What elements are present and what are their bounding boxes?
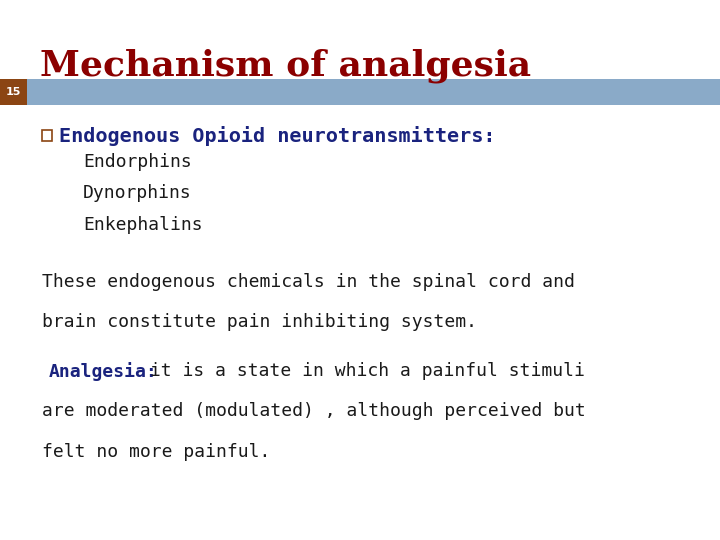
Text: Endorphins: Endorphins — [83, 153, 192, 171]
Text: felt no more painful.: felt no more painful. — [42, 443, 270, 461]
Text: it is a state in which a painful stimuli: it is a state in which a painful stimuli — [139, 362, 585, 380]
Text: Enkephalins: Enkephalins — [83, 215, 202, 234]
Text: These endogenous chemicals in the spinal cord and: These endogenous chemicals in the spinal… — [42, 273, 575, 291]
Text: Dynorphins: Dynorphins — [83, 184, 192, 202]
Text: Mechanism of analgesia: Mechanism of analgesia — [40, 49, 531, 83]
Text: Analgesia:: Analgesia: — [49, 362, 158, 381]
Text: 15: 15 — [6, 87, 22, 97]
Text: Endogenous Opioid neurotransmitters:: Endogenous Opioid neurotransmitters: — [59, 125, 495, 146]
Text: are moderated (modulated) , although perceived but: are moderated (modulated) , although per… — [42, 402, 585, 420]
Text: brain constitute pain inhibiting system.: brain constitute pain inhibiting system. — [42, 313, 477, 331]
Bar — [0, 79, 720, 105]
Bar — [0, 79, 27, 105]
Bar — [42, 130, 52, 141]
